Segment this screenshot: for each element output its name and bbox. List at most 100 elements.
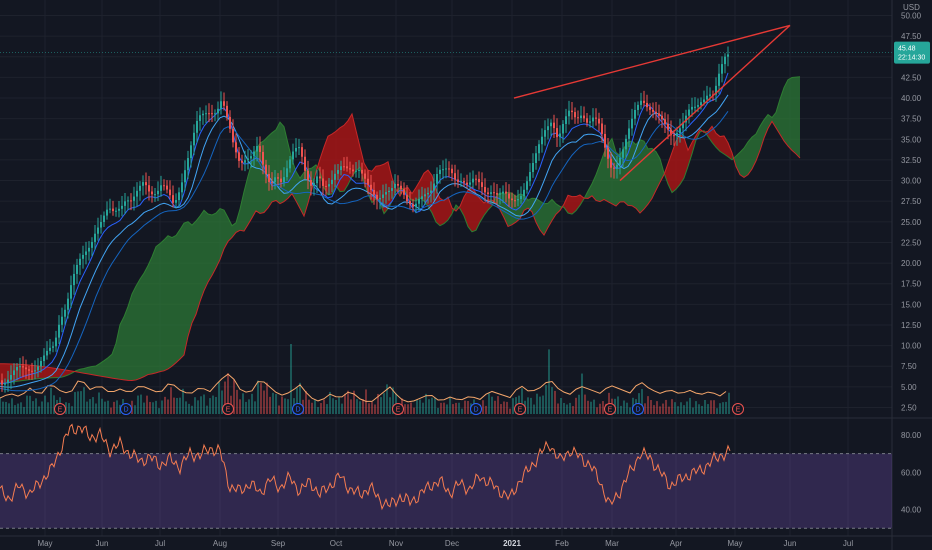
- candle-body: [49, 347, 51, 351]
- candle-body: [310, 180, 312, 186]
- cloud-segment: [236, 209, 240, 233]
- candle-body: [481, 182, 483, 187]
- candle-body: [697, 105, 699, 107]
- candle-body: [190, 145, 192, 159]
- volume-bar: [245, 401, 247, 414]
- candle-body: [268, 173, 270, 182]
- candle-body: [520, 195, 522, 200]
- volume-bar: [26, 395, 28, 414]
- cloud-segment: [412, 187, 416, 202]
- candle-body: [193, 132, 195, 146]
- volume-bar: [35, 398, 37, 414]
- time-tick-label: May: [727, 539, 742, 548]
- candle-body: [475, 178, 477, 180]
- volume-bar: [71, 406, 73, 414]
- candle-body: [376, 194, 378, 200]
- volume-bar: [278, 405, 280, 414]
- volume-ma-line: [0, 373, 727, 403]
- cloud-segment: [640, 139, 644, 214]
- candle-body: [109, 208, 111, 210]
- candle-body: [343, 166, 345, 168]
- volume-bar: [14, 405, 16, 414]
- candle-body: [256, 146, 258, 152]
- marker-label: D: [295, 407, 300, 414]
- candle-body: [94, 233, 96, 242]
- candle-body: [130, 200, 132, 202]
- dividend-marker[interactable]: D: [120, 403, 132, 415]
- candle-body: [445, 168, 447, 170]
- cloud-segment: [204, 210, 208, 291]
- volume-bar: [530, 397, 532, 414]
- candle-body: [124, 201, 126, 206]
- trendline-upper[interactable]: [513, 24, 791, 99]
- volume-bar: [392, 387, 394, 414]
- cloud-segment: [780, 87, 784, 141]
- earnings-marker[interactable]: E: [392, 403, 404, 415]
- candle-body: [103, 215, 105, 223]
- volume-bar: [599, 403, 601, 414]
- candle-body: [454, 173, 456, 180]
- volume-bar: [665, 399, 667, 414]
- candle-body: [577, 117, 579, 119]
- time-tick-label: Oct: [330, 539, 343, 548]
- time-tick-label: Feb: [555, 539, 569, 548]
- cloud-segment: [92, 365, 96, 376]
- volume-bar: [707, 404, 709, 414]
- earnings-marker[interactable]: E: [514, 403, 526, 415]
- moving-average-line-2: [0, 94, 729, 388]
- cloud-segment: [104, 357, 108, 378]
- price-tick-label: 17.50: [901, 280, 922, 289]
- volume-bar: [719, 403, 721, 414]
- candle-body: [592, 117, 594, 122]
- candle-body: [43, 355, 45, 362]
- candle-body: [442, 169, 444, 171]
- dividend-marker[interactable]: D: [632, 403, 644, 415]
- volume-bar: [683, 405, 685, 414]
- trendline-lower[interactable]: [619, 24, 791, 182]
- earnings-marker[interactable]: E: [732, 403, 744, 415]
- trendline-drawings[interactable]: [513, 24, 791, 182]
- dividend-marker[interactable]: D: [292, 403, 304, 415]
- volume-bar: [77, 391, 79, 414]
- volume-bar: [386, 384, 388, 414]
- moving-average-line-1: [0, 72, 729, 384]
- candle-body: [106, 209, 108, 216]
- cloud-segment: [752, 133, 756, 169]
- cloud-segment: [188, 221, 192, 337]
- volume-bar: [437, 407, 439, 414]
- volume-bar: [422, 402, 424, 414]
- cloud-segment: [120, 316, 124, 380]
- candle-body: [670, 129, 672, 136]
- candle-body: [535, 153, 537, 164]
- candle-body: [706, 95, 708, 100]
- volume-bar: [134, 405, 136, 414]
- time-tick-label: Sep: [271, 539, 286, 548]
- dividend-marker[interactable]: D: [470, 403, 482, 415]
- price-tick-label: 32.50: [901, 156, 922, 165]
- candle-body: [232, 128, 234, 143]
- candle-body: [121, 205, 123, 209]
- marker-label: D: [635, 407, 640, 414]
- volume-bar: [506, 401, 508, 414]
- candle-body: [253, 151, 255, 157]
- cloud-segment: [624, 142, 628, 206]
- earnings-marker[interactable]: E: [54, 403, 66, 415]
- volume-bar: [626, 402, 628, 414]
- candle-body: [556, 128, 558, 138]
- candle-body: [616, 164, 618, 169]
- cloud-segment: [728, 142, 732, 160]
- marker-label: E: [608, 407, 613, 414]
- candle-body: [25, 367, 27, 370]
- earnings-marker[interactable]: E: [604, 403, 616, 415]
- cloud-segment: [760, 119, 764, 151]
- candle-body: [82, 254, 84, 259]
- cloud-segment: [224, 210, 228, 249]
- candle-body: [367, 178, 369, 185]
- candle-body: [478, 178, 480, 183]
- cloud-segment: [336, 127, 340, 192]
- earnings-marker[interactable]: E: [222, 403, 234, 415]
- candle-body: [574, 112, 576, 118]
- candle-body: [673, 135, 675, 137]
